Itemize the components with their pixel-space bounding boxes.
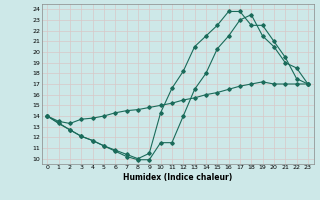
X-axis label: Humidex (Indice chaleur): Humidex (Indice chaleur)	[123, 173, 232, 182]
